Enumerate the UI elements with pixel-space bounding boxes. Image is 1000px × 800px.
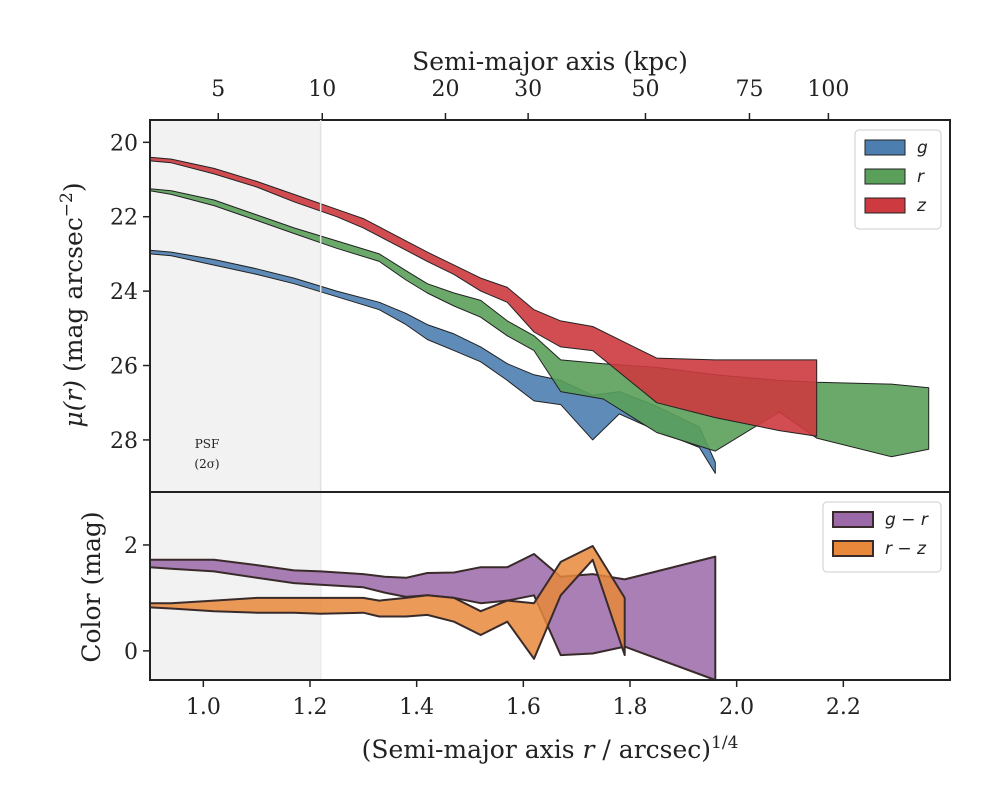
top-y-tick-label: 24	[110, 280, 138, 305]
ylabel-units: (mag arcsec	[59, 217, 88, 380]
bottom-legend: g − r r − z	[822, 501, 942, 573]
psf-label: PSF	[195, 437, 220, 451]
band-rz-color	[149, 545, 626, 660]
band-z-mu	[149, 156, 818, 437]
surface-brightness-series	[149, 156, 930, 474]
top-y-ticks: 20 22 24 26 28	[110, 131, 150, 454]
legend-swatch	[832, 540, 874, 557]
legend-label: r − z	[885, 539, 927, 559]
psf-region-color	[150, 492, 321, 680]
top-x-axis-label: Semi-major axis (kpc)	[412, 47, 688, 76]
kpc-tick-label: 10	[308, 77, 336, 102]
top-legend: grz	[854, 129, 942, 230]
xlabel-prefix: (Semi-major axis	[362, 735, 583, 764]
xlabel-exponent: 1/4	[711, 733, 738, 753]
x-tick-label: 1.6	[506, 695, 541, 720]
x-tick-label: 1.4	[399, 695, 434, 720]
legend-label: g	[917, 138, 928, 158]
psf-sigma-label: (2σ)	[194, 457, 219, 471]
top-y-tick-label: 26	[110, 355, 138, 380]
kpc-ticks: 5 10 20 30 50 75 100	[211, 77, 849, 120]
mu-symbol: μ(r)	[59, 380, 88, 428]
kpc-tick-label: 100	[807, 77, 849, 102]
xlabel-mid: / arcsec)	[594, 735, 711, 764]
bottom-y-ticks: 02	[124, 534, 150, 665]
kpc-tick-label: 20	[431, 77, 459, 102]
bottom-x-ticks: 1.0 1.2 1.4 1.6 1.8 2.0 2.2	[186, 680, 861, 720]
x-tick-label: 1.0	[186, 695, 221, 720]
legend-label: z	[916, 196, 927, 216]
x-tick-label: 2.2	[826, 695, 861, 720]
bottom-y-axis-label: Color (mag)	[77, 511, 106, 662]
color-panel: 02 1.0 1.2 1.4 1.6 1.8 2.0 2.2 g − rr − z Colo…	[77, 491, 951, 764]
bottom-y-tick-label: 0	[124, 640, 138, 665]
kpc-tick-label: 75	[735, 77, 763, 102]
legend-label: g − r	[885, 510, 929, 530]
ylabel-close: )	[59, 182, 88, 192]
x-tick-label: 1.8	[613, 695, 648, 720]
psf-region	[150, 120, 321, 492]
kpc-tick-label: 50	[631, 77, 659, 102]
legend-swatch	[864, 139, 906, 156]
x-tick-label: 2.0	[719, 695, 754, 720]
legend-swatch	[832, 511, 874, 528]
kpc-tick-label: 30	[514, 77, 542, 102]
top-y-axis-label: μ(r) (mag arcsec−2)	[57, 182, 88, 427]
legend-swatch	[864, 168, 906, 185]
legend-swatch	[864, 197, 906, 214]
legend-label: r	[917, 167, 925, 187]
x-tick-label: 1.2	[293, 695, 328, 720]
xlabel-r: r	[583, 735, 597, 764]
bottom-x-axis-label: (Semi-major axis r / arcsec)1/4	[362, 733, 739, 764]
band-g-mu	[149, 249, 716, 474]
top-y-tick-label: 20	[110, 131, 138, 156]
bottom-y-tick-label: 2	[124, 534, 138, 559]
top-y-tick-label: 22	[110, 206, 138, 231]
bottom-panel-frame	[149, 491, 951, 681]
top-y-tick-label: 28	[110, 429, 138, 454]
ylabel-exponent: −2	[57, 192, 77, 217]
kpc-tick-label: 5	[211, 77, 225, 102]
